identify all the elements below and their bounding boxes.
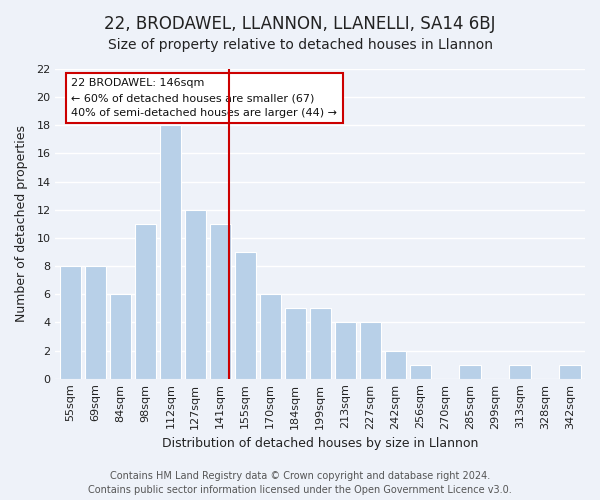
Bar: [85, 266, 106, 378]
Bar: [235, 252, 256, 378]
Y-axis label: Number of detached properties: Number of detached properties: [15, 126, 28, 322]
Bar: [209, 224, 231, 378]
Bar: [110, 294, 131, 378]
Bar: [60, 266, 81, 378]
Bar: [410, 364, 431, 378]
Bar: [559, 364, 581, 378]
Bar: [310, 308, 331, 378]
Text: Contains HM Land Registry data © Crown copyright and database right 2024.
Contai: Contains HM Land Registry data © Crown c…: [88, 471, 512, 495]
Bar: [260, 294, 281, 378]
Bar: [185, 210, 206, 378]
Bar: [335, 322, 356, 378]
Bar: [359, 322, 381, 378]
X-axis label: Distribution of detached houses by size in Llannon: Distribution of detached houses by size …: [162, 437, 478, 450]
Bar: [460, 364, 481, 378]
Text: Size of property relative to detached houses in Llannon: Size of property relative to detached ho…: [107, 38, 493, 52]
Text: 22, BRODAWEL, LLANNON, LLANELLI, SA14 6BJ: 22, BRODAWEL, LLANNON, LLANELLI, SA14 6B…: [104, 15, 496, 33]
Bar: [160, 126, 181, 378]
Bar: [135, 224, 156, 378]
Bar: [509, 364, 530, 378]
Text: 22 BRODAWEL: 146sqm
← 60% of detached houses are smaller (67)
40% of semi-detach: 22 BRODAWEL: 146sqm ← 60% of detached ho…: [71, 78, 337, 118]
Bar: [385, 350, 406, 378]
Bar: [284, 308, 306, 378]
